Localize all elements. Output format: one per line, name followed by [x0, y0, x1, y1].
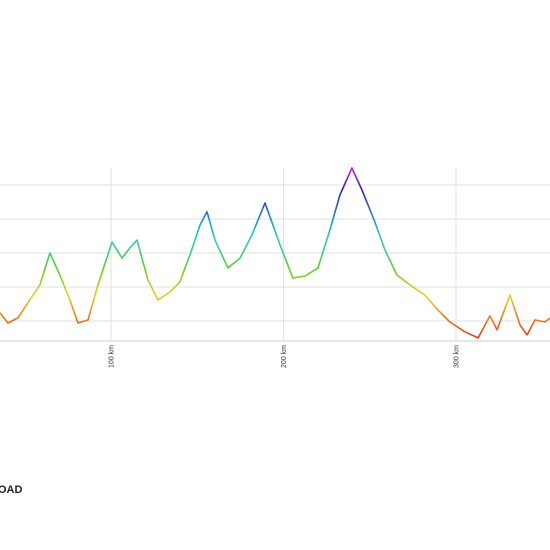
x-tick-label: 300 km: [453, 345, 460, 368]
x-tick-label: 100 km: [108, 345, 115, 368]
elevation-line: [0, 167, 550, 339]
grid: 100 km 200 km 300 km: [0, 168, 550, 368]
x-tick-label: 200 km: [281, 345, 288, 368]
plot: [0, 167, 550, 339]
logo: OAD: [0, 484, 23, 496]
